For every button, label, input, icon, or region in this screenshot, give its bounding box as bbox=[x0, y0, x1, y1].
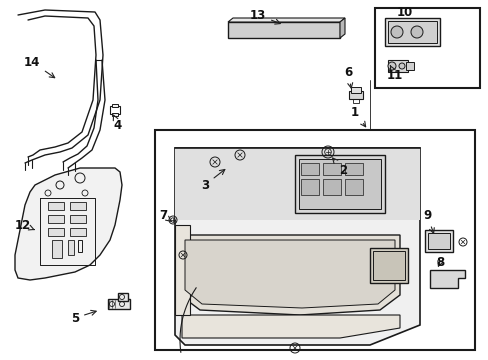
Bar bbox=[369, 248, 407, 283]
Bar bbox=[427, 233, 449, 249]
Bar bbox=[384, 18, 439, 46]
Polygon shape bbox=[227, 22, 339, 38]
Text: 1: 1 bbox=[350, 105, 365, 127]
Bar bbox=[323, 179, 340, 195]
Polygon shape bbox=[180, 235, 399, 315]
Bar bbox=[301, 179, 318, 195]
Bar bbox=[345, 163, 362, 175]
Bar bbox=[424, 230, 452, 252]
Bar bbox=[350, 87, 360, 93]
Text: 10: 10 bbox=[396, 5, 412, 18]
Bar bbox=[323, 163, 340, 175]
Bar bbox=[348, 91, 362, 99]
Bar bbox=[387, 21, 436, 43]
Circle shape bbox=[390, 26, 402, 38]
Bar bbox=[78, 240, 82, 252]
Bar bbox=[405, 62, 413, 70]
Text: 8: 8 bbox=[435, 256, 443, 269]
Bar bbox=[48, 202, 64, 210]
Bar bbox=[301, 163, 318, 175]
Bar bbox=[372, 251, 404, 280]
Circle shape bbox=[387, 62, 395, 70]
Bar bbox=[108, 299, 130, 309]
Bar bbox=[70, 215, 86, 223]
Bar bbox=[352, 99, 358, 103]
Text: 2: 2 bbox=[332, 158, 346, 176]
Text: 3: 3 bbox=[201, 170, 224, 192]
Bar bbox=[70, 202, 86, 210]
Bar bbox=[112, 113, 118, 116]
Polygon shape bbox=[182, 315, 399, 338]
Text: 6: 6 bbox=[343, 66, 352, 88]
Bar bbox=[298, 159, 380, 209]
Polygon shape bbox=[175, 148, 419, 220]
Polygon shape bbox=[15, 168, 122, 280]
Bar bbox=[374, 8, 479, 88]
Bar bbox=[118, 293, 128, 301]
Bar bbox=[294, 155, 384, 213]
Text: 11: 11 bbox=[386, 66, 402, 81]
Text: 13: 13 bbox=[249, 9, 280, 24]
Bar bbox=[48, 228, 64, 236]
Polygon shape bbox=[227, 18, 345, 22]
Text: 9: 9 bbox=[422, 208, 433, 233]
Text: 14: 14 bbox=[24, 55, 55, 78]
Bar bbox=[112, 104, 118, 107]
Bar bbox=[52, 240, 62, 258]
Bar bbox=[70, 228, 86, 236]
Text: 12: 12 bbox=[15, 219, 34, 231]
Bar bbox=[68, 240, 74, 255]
Text: 4: 4 bbox=[113, 115, 122, 131]
Bar bbox=[175, 225, 190, 315]
Bar bbox=[345, 179, 362, 195]
Bar bbox=[155, 130, 474, 350]
Text: 7: 7 bbox=[159, 208, 171, 221]
Bar bbox=[48, 215, 64, 223]
Polygon shape bbox=[175, 148, 419, 345]
Circle shape bbox=[410, 26, 422, 38]
Bar bbox=[110, 106, 120, 114]
Polygon shape bbox=[339, 18, 345, 38]
Polygon shape bbox=[184, 240, 394, 308]
Circle shape bbox=[398, 63, 404, 69]
Bar bbox=[387, 60, 407, 72]
Polygon shape bbox=[429, 270, 464, 288]
Text: 5: 5 bbox=[71, 310, 96, 324]
